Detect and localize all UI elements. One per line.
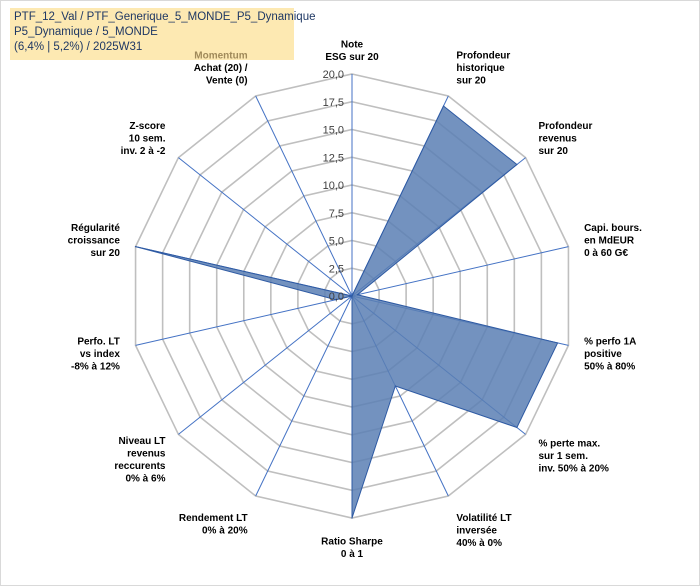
tick-label: 7,5	[329, 208, 344, 220]
axis-label-line: Perfo. LT	[77, 336, 120, 347]
data-point	[134, 246, 137, 248]
axis-spoke	[351, 246, 569, 297]
data-point	[516, 426, 518, 429]
axis-label-line: Régularité	[71, 223, 120, 234]
axis-label-line: Rendement LT	[179, 513, 248, 524]
axis-label: Note ESG sur 20	[325, 40, 379, 64]
data-point	[351, 517, 353, 519]
axis-label-line: historique	[456, 63, 505, 74]
axis-label: Profondeur historique sur 20	[456, 50, 510, 86]
axis-label-line: en MdEUR	[584, 236, 635, 247]
axis-label: Niveau LT revenus reccurents 0% à 6%	[114, 436, 166, 485]
data-point	[394, 385, 396, 387]
tick-label: 2,5	[329, 263, 344, 275]
axis-label: % perfo 1A positive 50% à 80%	[584, 336, 636, 372]
axis-label-line: Profondeur	[456, 50, 510, 61]
axis-spoke	[255, 295, 353, 497]
info-line-portfolio: PTF_12_Val / PTF_Generique_5_MONDE_P5_Dy…	[14, 11, 316, 23]
axis-label-line: % perte max.	[539, 439, 601, 450]
axis-label-line: Achat (20) /	[194, 63, 248, 74]
data-point	[516, 163, 518, 166]
axis-label-line: revenus	[127, 449, 166, 460]
axis-label-line: Capi. bours.	[584, 223, 642, 234]
axis-label: Momentum Achat (20) / Vente (0)	[194, 50, 248, 86]
axis-label-line: Volatilité LT	[456, 513, 511, 524]
tick-label: 12,5	[323, 152, 344, 164]
axis-label-line: Momentum	[194, 50, 247, 61]
axis-label-line: inversée	[456, 526, 497, 537]
axis-label-line: 0% à 6%	[125, 474, 165, 485]
axis-label: Rendement LT 0% à 20%	[179, 513, 248, 537]
axis-label: % perte max. sur 1 sem. inv. 50% à 20%	[539, 439, 610, 475]
axis-label: Profondeur revenus sur 20	[539, 121, 593, 157]
data-point	[356, 294, 359, 296]
axis-label-line: ESG sur 20	[325, 52, 379, 63]
data-point	[351, 295, 353, 297]
axis-label-line: Niveau LT	[118, 436, 165, 447]
axis-label-line: 40% à 0%	[456, 538, 502, 549]
tick-label: 5,0	[329, 236, 344, 248]
axis-label-line: inv. 50% à 20%	[539, 464, 610, 475]
tick-label: 15,0	[323, 125, 344, 137]
axis-spoke	[178, 295, 353, 435]
axis-label-line: 0 à 60 G€	[584, 248, 628, 259]
axis-label-line: Ratio Sharpe	[321, 537, 383, 548]
axis-label-line: Vente (0)	[206, 75, 248, 86]
axis-label-line: positive	[584, 349, 622, 360]
axis-label: Ratio Sharpe 0 à 1	[321, 537, 383, 561]
axis-label: Z-score 10 sem. inv. 2 à -2	[121, 121, 166, 157]
axis-label-line: sur 20	[456, 75, 486, 86]
axis-label-line: reccurents	[114, 461, 166, 472]
axis-label-line: Note	[341, 40, 364, 51]
axis-label-line: sur 1 sem.	[539, 451, 589, 462]
axis-labels: Note ESG sur 20 Profondeur historique sur 20…	[68, 40, 642, 561]
tick-label: 0,0	[329, 291, 344, 303]
axis-label-line: Z-score	[129, 121, 166, 132]
axis-label-line: vs index	[80, 349, 120, 360]
info-line-profile: P5_Dynamique / 5_MONDE	[14, 26, 158, 38]
axis-spoke	[135, 295, 353, 346]
radar-series	[134, 105, 559, 519]
axis-label-line: 0% à 20%	[202, 526, 248, 537]
axis-label-line: 0 à 1	[341, 549, 364, 560]
axis-spoke	[255, 95, 353, 297]
data-point	[442, 105, 445, 107]
info-line-performance: (6,4% | 5,2%) / 2025W31	[14, 41, 143, 53]
axis-label-line: sur 20	[539, 146, 569, 157]
axis-label: Perfo. LT vs index -8% à 12%	[71, 336, 120, 372]
axis-label-line: revenus	[539, 133, 578, 144]
axis-label: Capi. bours. en MdEUR 0 à 60 G€	[584, 223, 642, 259]
axis-spoke	[178, 157, 353, 297]
axis-label-line: sur 20	[90, 248, 120, 259]
axis-label-line: % perfo 1A	[584, 336, 636, 347]
data-point	[557, 342, 559, 344]
portfolio-info-box: PTF_12_Val / PTF_Generique_5_MONDE_P5_Dy…	[10, 8, 316, 60]
axis-label-line: Profondeur	[539, 121, 593, 132]
tick-label: 10,0	[323, 180, 344, 192]
axis-label-line: inv. 2 à -2	[121, 146, 166, 157]
axis-label: Régularité croissance sur 20	[68, 223, 121, 259]
axis-label-line: croissance	[68, 236, 121, 247]
tick-label: 20,0	[323, 69, 344, 81]
radial-tick-labels: 0,0 2,5 5,0 7,5 10,0 12,5 15,0 17,5 20,0	[323, 69, 344, 303]
axis-label: Volatilité LT inversée 40% à 0%	[456, 513, 511, 549]
tick-label: 17,5	[323, 97, 344, 109]
series-area	[135, 105, 559, 519]
axis-label-line: 10 sem.	[129, 133, 166, 144]
axis-label-line: 50% à 80%	[584, 361, 635, 372]
axis-label-line: -8% à 12%	[71, 361, 120, 372]
data-point	[335, 299, 337, 301]
